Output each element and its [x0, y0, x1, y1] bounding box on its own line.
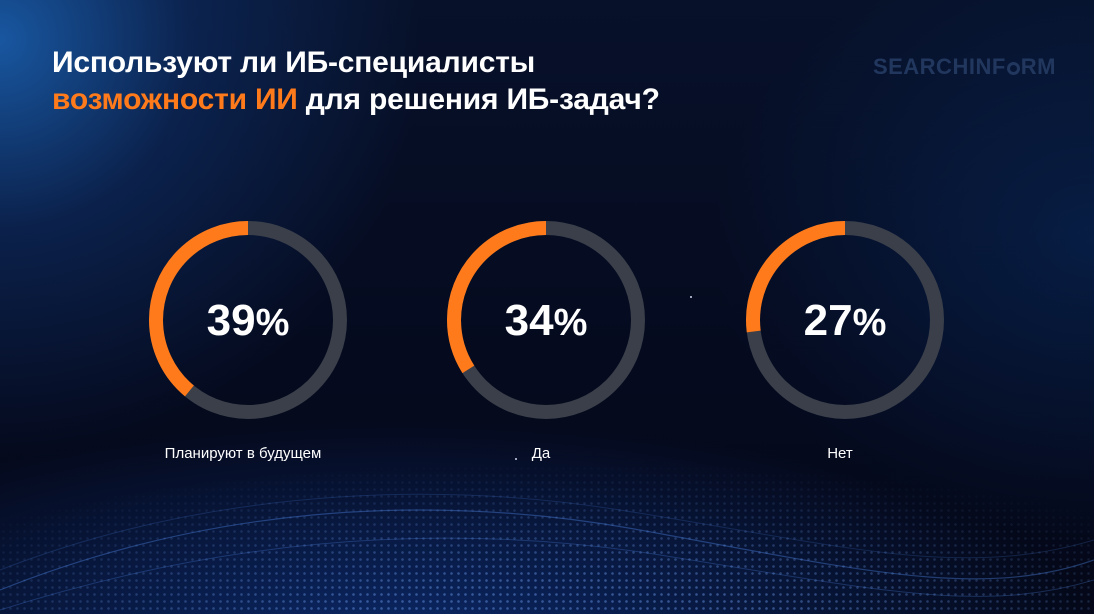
title-line-2: для решения ИБ-задач?	[297, 83, 660, 116]
dotted-wave-background	[0, 430, 1094, 614]
donut-value-3-unit: %	[852, 302, 887, 344]
donut-chart-3: 27%	[740, 215, 950, 425]
category-label-3: Нет	[827, 445, 853, 462]
logo-text-1: SEARCHINF	[872, 54, 1006, 79]
donut-arc-2	[447, 221, 645, 419]
donut-value-2-unit: %	[553, 302, 588, 344]
donut-ring-1	[149, 221, 347, 419]
donut-arc-1	[149, 221, 347, 419]
title-line-1: Используют ли ИБ-специалисты	[52, 46, 536, 79]
donut-value-1-number: 39	[206, 296, 256, 345]
donut-value-3: 27%	[740, 297, 950, 347]
decorative-speck	[515, 458, 517, 460]
donut-chart-1: 39%	[143, 215, 353, 425]
searchinform-logo: SEARCHINF RM	[873, 54, 1056, 80]
logo-text-2: RM	[1020, 54, 1056, 79]
logo-o-ring-icon	[1006, 62, 1020, 75]
donut-value-2: 34%	[441, 297, 651, 347]
donut-chart-2: 34%	[441, 215, 651, 425]
donut-value-1-unit: %	[255, 302, 290, 344]
donut-value-2-number: 34	[504, 296, 554, 345]
decorative-speck	[690, 296, 692, 298]
category-label-1: Планируют в будущем	[164, 445, 322, 462]
donut-value-3-number: 27	[803, 296, 853, 345]
donut-ring-3	[746, 221, 944, 419]
donut-arc-3	[746, 221, 944, 419]
donut-value-1: 39%	[143, 297, 353, 347]
category-label-2: Да	[531, 445, 551, 462]
page-title: Используют ли ИБ-специалисты возможности…	[52, 44, 660, 118]
title-accent: возможности ИИ	[52, 83, 298, 116]
wave-lines-decoration	[0, 493, 1094, 611]
donut-ring-2	[447, 221, 645, 419]
